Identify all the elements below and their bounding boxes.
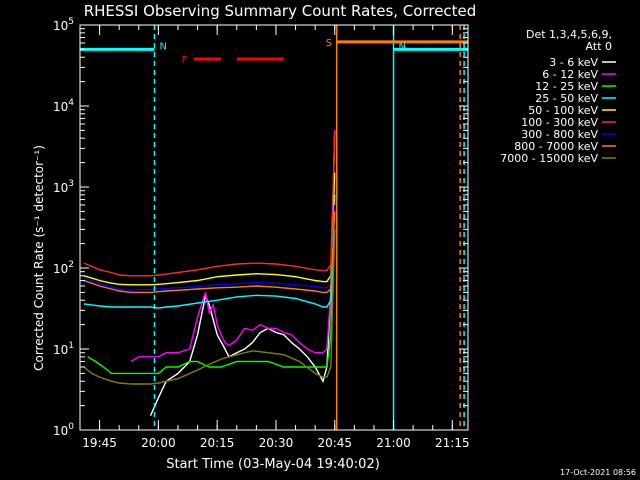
legend-header-0: Det 1,3,4,5,6,9,	[526, 28, 612, 41]
legend-label-2: 12 - 25 keV	[535, 80, 598, 93]
legend-label-3: 25 - 50 keV	[535, 92, 598, 105]
flag-label-2: F	[182, 55, 188, 66]
y-tick-label-0: 100	[53, 422, 74, 438]
series-line-1	[130, 130, 336, 363]
series-line-2	[87, 194, 336, 375]
plot-area: N N F S 100 101 102 103 104 105 19:45 20:00 20:15 20:…	[53, 17, 470, 450]
legend-label-1: 6 - 12 keV	[542, 68, 598, 81]
legend-label-5: 100 - 300 keV	[521, 116, 598, 129]
x-tick-label-0: 19:45	[82, 436, 117, 450]
y-tick-label-5: 105	[53, 17, 74, 33]
x-tick-label-1: 20:00	[141, 436, 176, 450]
legend-label-4: 50 - 100 keV	[528, 104, 598, 117]
y-tick-label-1: 101	[53, 341, 74, 357]
x-tick-label-6: 21:15	[435, 436, 470, 450]
legend-label-7: 800 - 7000 keV	[514, 140, 598, 153]
series-line-8	[83, 229, 336, 385]
chart-title: RHESSI Observing Summary Count Rates, Co…	[84, 2, 477, 20]
y-tick-label-3: 103	[53, 179, 74, 195]
series-line-4	[83, 172, 336, 286]
x-tick-label-2: 20:15	[200, 436, 235, 450]
footer-timestamp: 17-Oct-2021 08:56	[560, 468, 636, 477]
flag-label-1: N	[399, 41, 406, 52]
y-tick-label-2: 102	[53, 260, 74, 276]
flag-label-0: N	[159, 41, 166, 52]
legend-label-6: 300 - 800 keV	[521, 128, 598, 141]
y-tick-label-4: 104	[53, 98, 74, 114]
series-line-7	[83, 211, 336, 294]
y-axis-label: Corrected Count Rate (s⁻¹ detector⁻¹)	[32, 145, 46, 371]
series-line-5	[83, 134, 336, 277]
series-line-6	[83, 204, 336, 292]
plot-frame	[79, 24, 469, 431]
series-line-0	[149, 130, 336, 416]
legend-header-1: Att 0	[586, 40, 612, 53]
x-tick-label-5: 21:00	[376, 436, 411, 450]
series-line-3	[83, 194, 336, 309]
legend-label-8: 7000 - 15000 keV	[500, 152, 598, 165]
x-tick-label-4: 20:45	[317, 436, 352, 450]
x-axis-label: Start Time (03-May-04 19:40:02)	[166, 457, 380, 472]
flag-label-3: S	[326, 38, 332, 49]
x-tick-label-3: 20:30	[259, 436, 294, 450]
legend-label-0: 3 - 6 keV	[549, 56, 598, 69]
